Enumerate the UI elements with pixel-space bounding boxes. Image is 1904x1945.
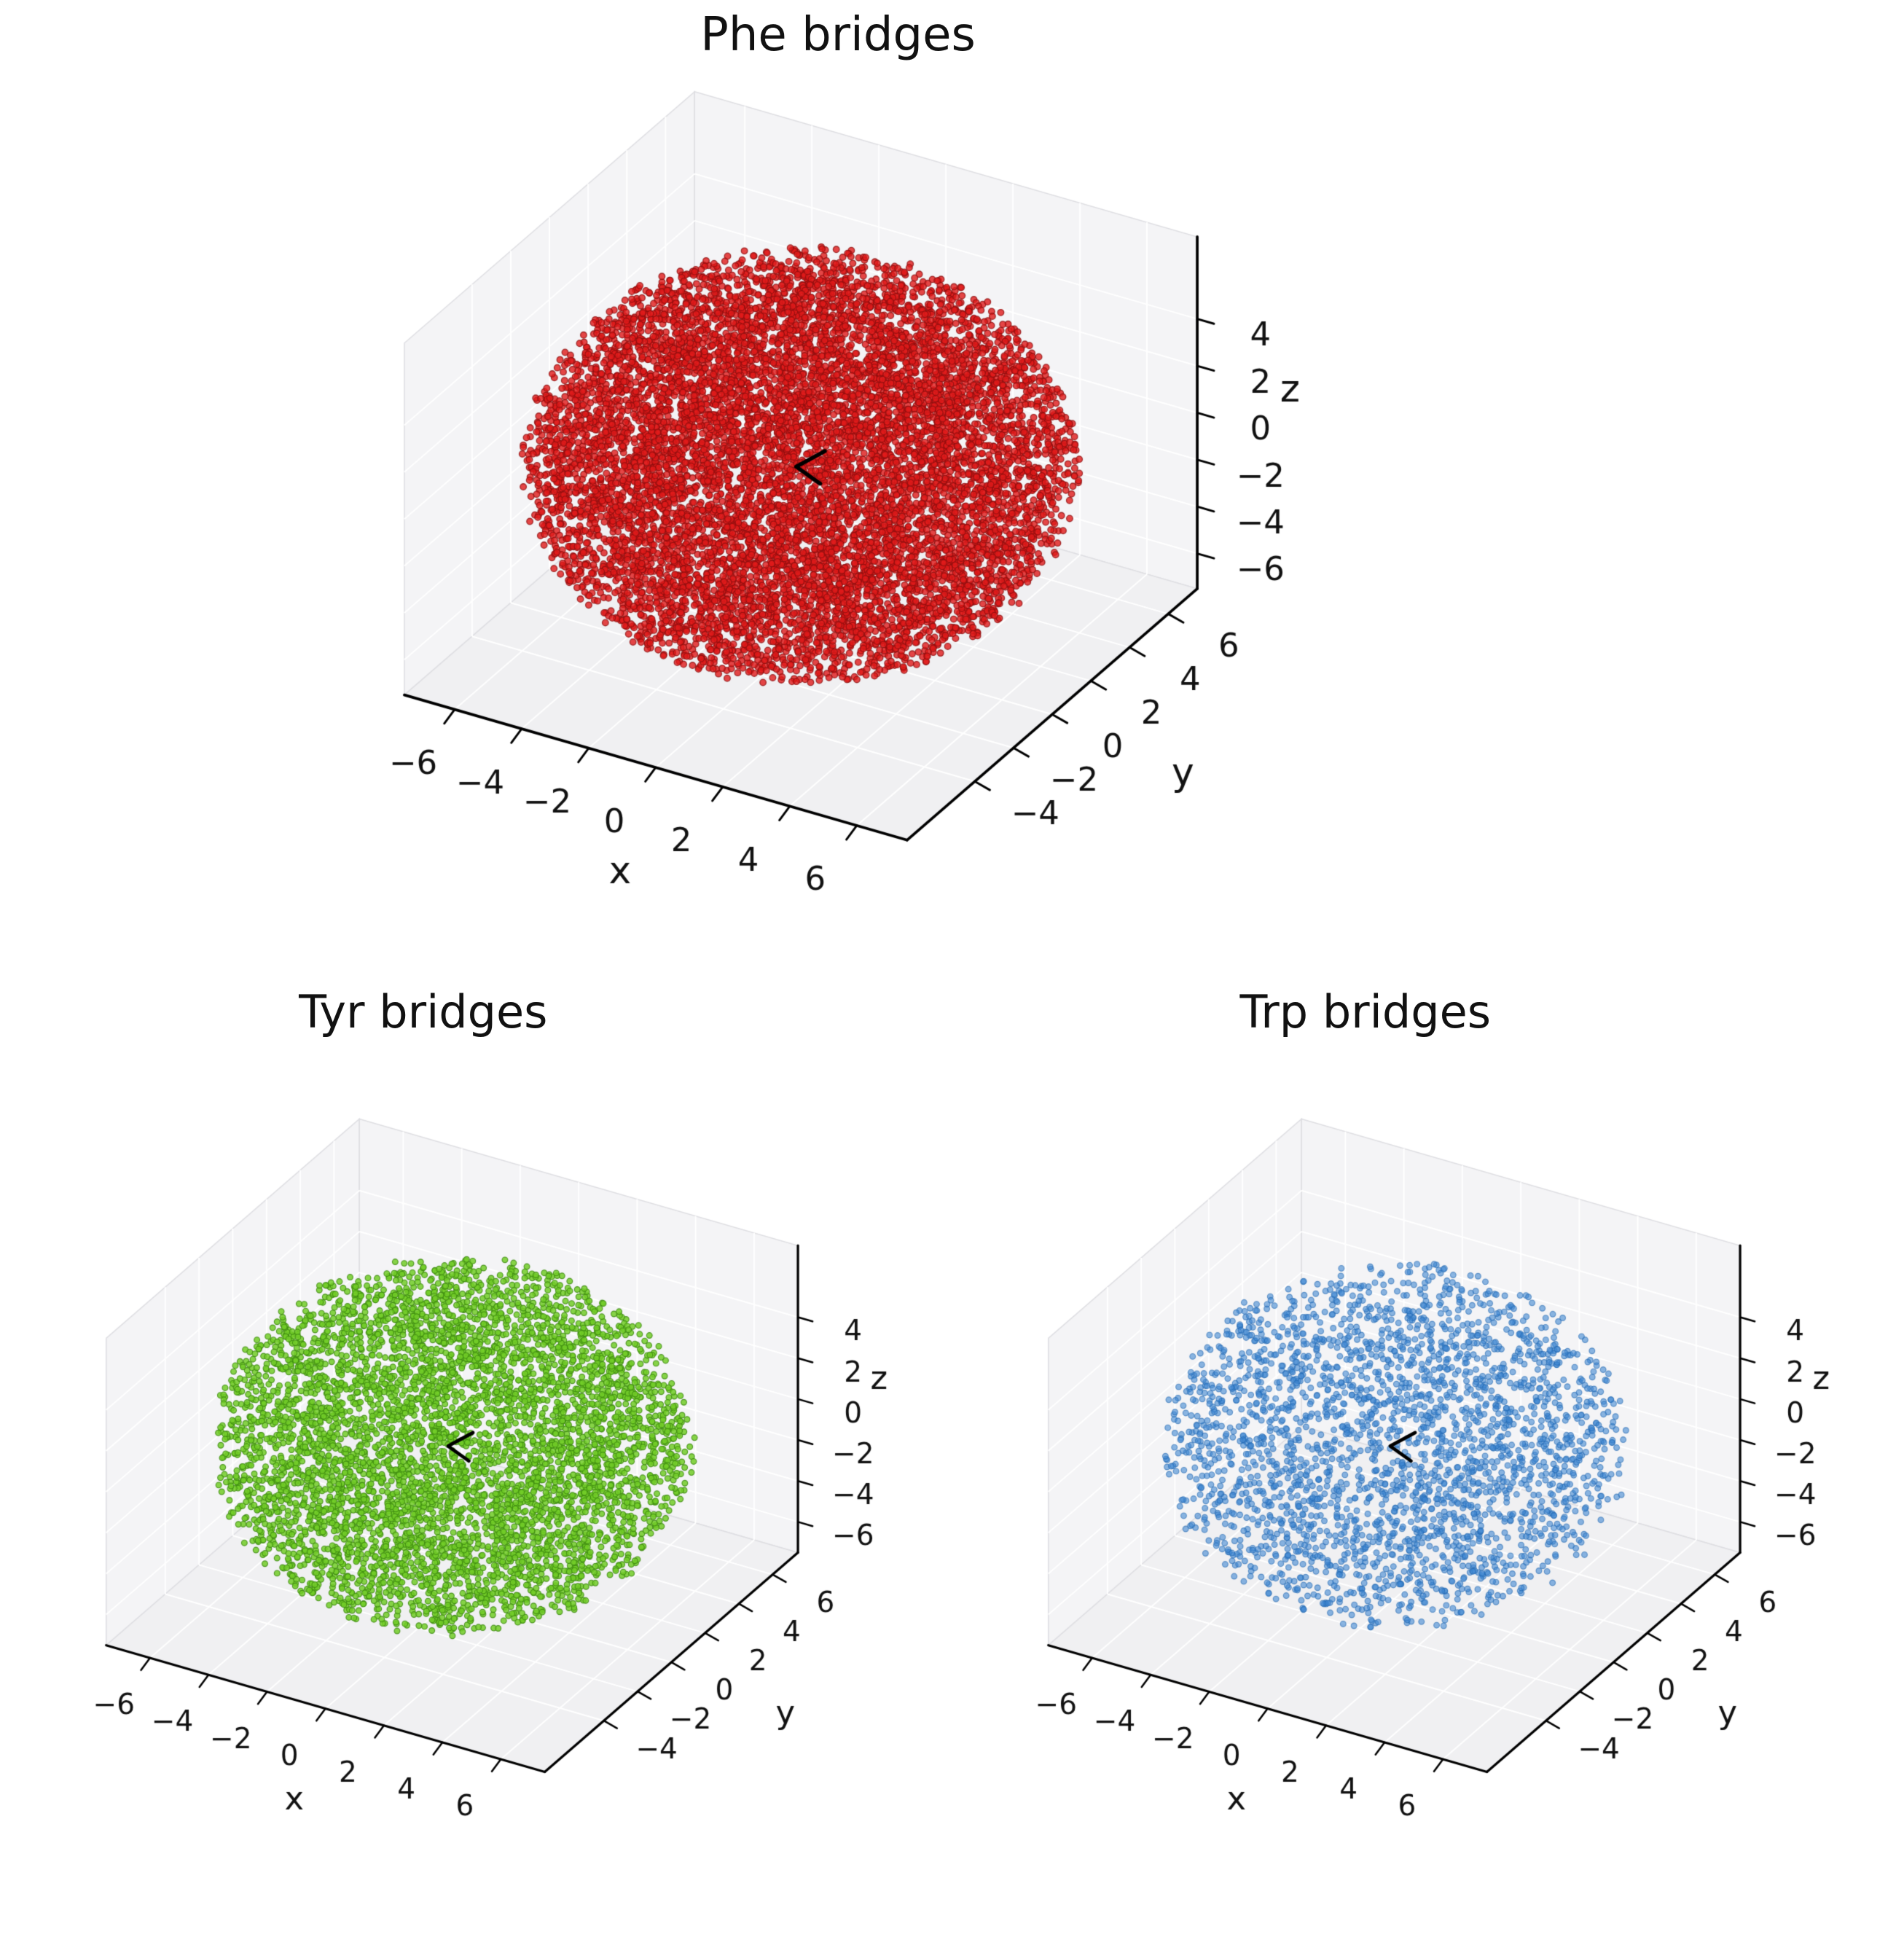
- plot-phe-bridges: Phe bridges: [219, 7, 1457, 981]
- plot-trp-bridges: Trp bridges: [942, 985, 1904, 1945]
- plot-title-trp: Trp bridges: [1239, 985, 1492, 1038]
- plot-title-tyr: Tyr bridges: [299, 985, 548, 1038]
- plot-title-phe: Phe bridges: [700, 8, 976, 62]
- trp-scatter3d-canvas: [942, 1039, 1904, 1943]
- plot-tyr-bridges: Tyr bridges: [0, 985, 962, 1945]
- phe-scatter3d-canvas: [219, 63, 1457, 974]
- tyr-scatter3d-canvas: [0, 1039, 962, 1943]
